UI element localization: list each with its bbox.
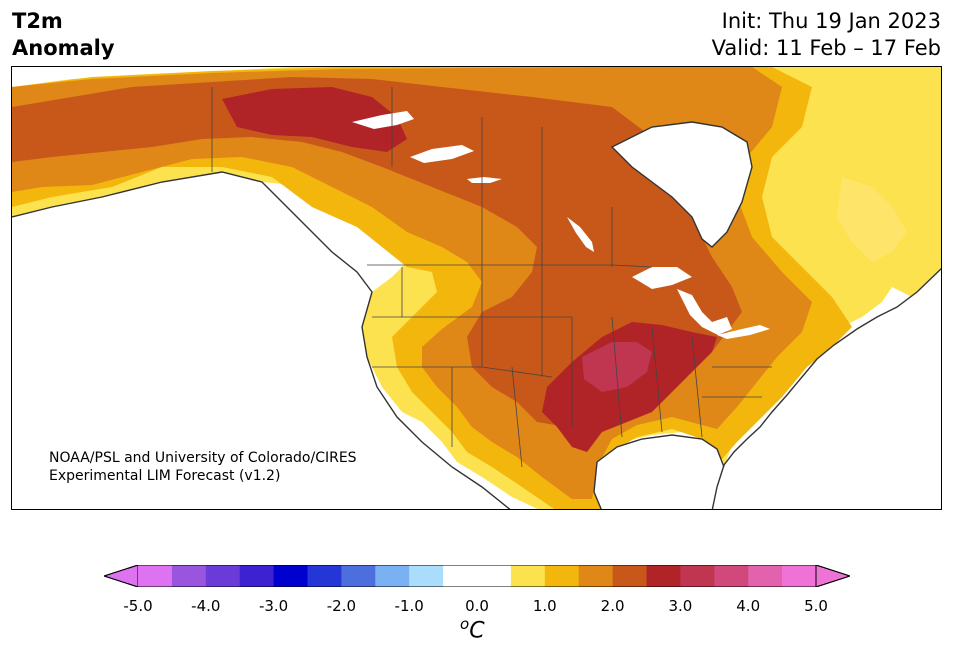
- map-svg: [12, 67, 941, 509]
- colorbar-tick-label: 0.0: [465, 597, 489, 615]
- lake-athabasca: [467, 177, 502, 183]
- colorbar-tick-label: -3.0: [258, 597, 289, 615]
- units-base: C: [469, 618, 485, 644]
- credit-line1: NOAA/PSL and University of Colorado/CIRE…: [49, 450, 357, 466]
- colorbar-tick-label: 5.0: [804, 597, 828, 615]
- land-burnt-orange: [12, 77, 742, 427]
- colorbar-tick-label: 2.0: [600, 597, 625, 615]
- colorbar-tick-label: 3.0: [668, 597, 693, 615]
- atlantic-ocean: [712, 268, 941, 509]
- valid-range: Valid: 11 Feb – 17 Feb: [711, 36, 941, 60]
- hudson-bay: [612, 122, 752, 247]
- lake-great-slave: [410, 145, 474, 163]
- colorbar-segment: [646, 565, 681, 587]
- colorbar-segment: [443, 565, 478, 587]
- forecast-dates: Init: Thu 19 Jan 2023 Valid: 11 Feb – 17…: [712, 8, 941, 62]
- colorbar-segment: [375, 565, 410, 587]
- colorbar-segment: [578, 565, 614, 587]
- anomaly-red-north: [222, 87, 407, 152]
- colorbar-tick-label: 1.0: [532, 597, 557, 615]
- colorbar-segment: [138, 565, 173, 587]
- colorbar-tick-label: -1.0: [394, 597, 424, 615]
- colorbar-segment: [341, 565, 376, 587]
- units-degree: o: [460, 615, 470, 633]
- colorbar-tick-label: 4.0: [736, 597, 761, 615]
- colorbar-tick-label: -2.0: [326, 597, 357, 615]
- colorbar-tick-label: -4.0: [191, 597, 221, 615]
- map-title-line2: Anomaly: [12, 36, 115, 60]
- colorbar-segment: [510, 565, 546, 587]
- colorbar-segment: [782, 565, 817, 587]
- colorbar-ticks: -5.0 -4.0 -3.0 -2.0 -1.0 0.0 1.0 2.0 3.0 4.0 5.0: [0, 597, 953, 617]
- credit-text: NOAA/PSL and University of Colorado/CIRE…: [49, 449, 357, 485]
- lake-erie-ontario: [717, 325, 770, 339]
- lake-michigan-huron: [677, 289, 732, 335]
- map-title: T2m Anomaly: [12, 8, 115, 62]
- pacific-ocean: [12, 172, 510, 509]
- colorbar-segment: [307, 565, 342, 587]
- anomaly-red-south: [542, 322, 717, 452]
- colorbar-segment: [239, 565, 275, 587]
- colorbar-segment: [714, 565, 749, 587]
- colorbar-segment: [205, 565, 241, 587]
- colorbar-tick-label: -5.0: [123, 597, 153, 615]
- colorbar-units: oC: [460, 615, 485, 643]
- colorbar-over-triangle: [815, 565, 850, 587]
- colorbar-segment: [171, 565, 207, 587]
- colorbar-segment: [612, 565, 647, 587]
- political-borders: [211, 87, 772, 468]
- anomaly-pink-core: [582, 342, 652, 392]
- colorbar-segment: [273, 565, 308, 587]
- coastlines: [12, 121, 941, 509]
- zone-neutral-quebec: [837, 177, 907, 262]
- anomaly-map: [11, 66, 942, 510]
- colorbar-segment: [748, 565, 783, 587]
- colorbar-segment: [680, 565, 715, 587]
- lake-great-bear: [352, 111, 414, 129]
- colorbar-segment: [409, 565, 444, 587]
- colorbar-under-triangle: [104, 565, 139, 587]
- map-title-line1: T2m: [12, 9, 63, 33]
- colorbar: [104, 565, 850, 587]
- lake-superior: [632, 267, 692, 289]
- colorbar-segment: [477, 565, 512, 587]
- init-date: Init: Thu 19 Jan 2023: [721, 9, 941, 33]
- lake-winnipeg: [567, 217, 594, 252]
- colorbar-segment: [544, 565, 580, 587]
- credit-line2: Experimental LIM Forecast (v1.2): [49, 468, 281, 484]
- gulf-of-mexico: [594, 435, 724, 509]
